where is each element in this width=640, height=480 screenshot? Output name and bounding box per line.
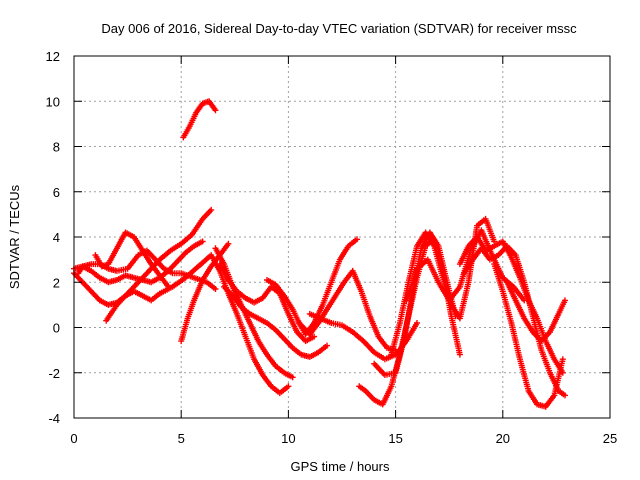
series-arc-4 — [103, 206, 215, 324]
x-tick-label: 25 — [603, 431, 617, 446]
data-point — [311, 333, 318, 340]
data-point — [289, 374, 296, 381]
data-point — [212, 286, 219, 292]
data-point — [354, 236, 360, 243]
data-point — [212, 107, 219, 114]
data-point — [456, 351, 463, 358]
chart-title: Day 006 of 2016, Sidereal Day-to-day VTE… — [101, 21, 577, 36]
x-tick-label: 0 — [70, 431, 77, 446]
x-axis-label: GPS time / hours — [291, 459, 390, 474]
tick-labels: 0 5 10 15 20 25 -4 -2 0 2 4 6 8 10 12 — [46, 49, 618, 446]
data-point — [559, 356, 566, 363]
x-tick-label: 10 — [281, 431, 295, 446]
y-axis-label: SDTVAR / TECUs — [7, 184, 22, 289]
y-tick-label: 0 — [53, 321, 60, 336]
data-point — [562, 297, 568, 304]
series-arc-11 — [221, 283, 330, 360]
series-arc-13 — [296, 267, 399, 354]
data-point — [285, 383, 292, 390]
x-tick-label: 5 — [178, 431, 185, 446]
x-tick-label: 20 — [496, 431, 510, 446]
y-tick-label: 12 — [46, 49, 60, 64]
series-arc-22 — [504, 279, 568, 345]
y-tick-label: -4 — [48, 411, 60, 426]
axis-ticks — [73, 55, 611, 419]
y-tick-label: 6 — [53, 185, 60, 200]
x-tick-label: 15 — [388, 431, 402, 446]
data-layer — [71, 98, 568, 410]
y-tick-label: -2 — [48, 366, 60, 381]
data-point — [199, 238, 206, 245]
series-arc-6 — [180, 98, 219, 141]
data-point — [225, 240, 232, 247]
series-arc-3 — [92, 229, 172, 290]
series-arc-21 — [491, 261, 566, 410]
data-point — [414, 320, 420, 326]
y-tick-label: 2 — [53, 275, 60, 290]
data-point — [562, 392, 568, 399]
y-tick-label: 10 — [46, 94, 60, 109]
y-tick-label: 8 — [53, 140, 60, 155]
data-point — [324, 342, 330, 349]
y-tick-label: 4 — [53, 230, 60, 245]
data-point — [208, 206, 215, 213]
